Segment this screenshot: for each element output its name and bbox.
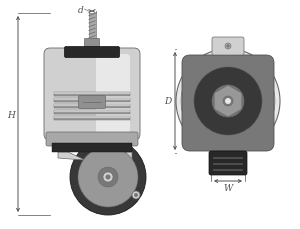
Bar [54, 93, 130, 94]
Bar [54, 105, 130, 109]
Circle shape [212, 86, 244, 117]
Bar [54, 117, 130, 118]
FancyBboxPatch shape [212, 38, 244, 56]
Circle shape [132, 191, 140, 199]
Circle shape [98, 167, 118, 187]
Circle shape [134, 193, 138, 197]
Bar [54, 111, 130, 112]
Bar [88, 14, 95, 40]
Bar [52, 143, 132, 152]
Circle shape [70, 139, 146, 215]
Bar [54, 117, 130, 120]
FancyBboxPatch shape [46, 132, 138, 146]
Polygon shape [58, 152, 104, 169]
Circle shape [103, 172, 113, 182]
Bar [54, 93, 130, 97]
Circle shape [106, 175, 110, 180]
FancyBboxPatch shape [96, 55, 130, 134]
FancyBboxPatch shape [209, 151, 247, 175]
Bar [54, 105, 130, 106]
Circle shape [225, 98, 231, 105]
Text: H: H [7, 110, 15, 119]
Text: D: D [164, 97, 172, 106]
Bar [54, 111, 130, 114]
Circle shape [223, 97, 233, 106]
Text: d: d [78, 5, 83, 14]
Polygon shape [122, 152, 136, 185]
FancyBboxPatch shape [79, 96, 106, 109]
FancyBboxPatch shape [85, 39, 100, 47]
Polygon shape [214, 86, 242, 117]
Text: W: W [224, 184, 232, 193]
Circle shape [181, 55, 275, 148]
FancyBboxPatch shape [44, 49, 140, 140]
FancyBboxPatch shape [182, 56, 274, 151]
Circle shape [78, 147, 138, 207]
Bar [54, 98, 130, 103]
Circle shape [226, 45, 230, 48]
Bar [54, 98, 130, 100]
FancyBboxPatch shape [64, 47, 119, 58]
Circle shape [225, 44, 231, 50]
Circle shape [194, 68, 262, 135]
Circle shape [176, 50, 280, 153]
